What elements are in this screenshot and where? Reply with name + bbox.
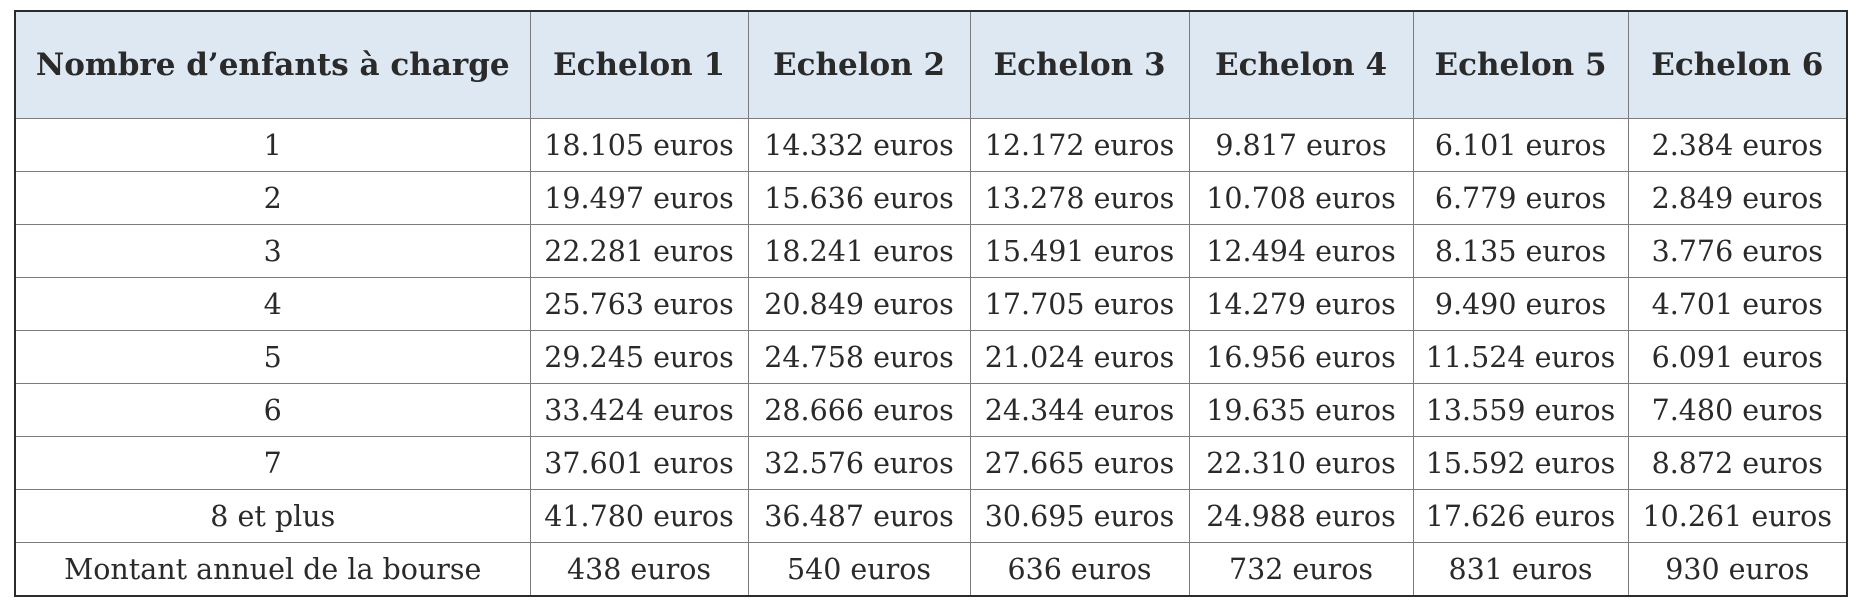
table-cell-echelon-3: 27.665 euros [969, 436, 1190, 490]
table-cell-echelon-5: 11.524 euros [1412, 330, 1629, 384]
income-ceiling-table: Nombre d’enfants à charge Echelon 1 Eche… [14, 10, 1848, 597]
table-row: 2 19.497 euros 15.636 euros 13.278 euros 10.… [14, 171, 1848, 225]
table-row: Montant annuel de la bourse 438 euros 540 … [14, 542, 1848, 597]
header-echelon-4: Echelon 4 [1188, 10, 1414, 119]
table-cell-echelon-6: 2.849 euros [1627, 171, 1848, 225]
table-cell-echelon-2: 18.241 euros [747, 224, 971, 278]
table-cell-echelon-5: 8.135 euros [1412, 224, 1629, 278]
table-cell-echelon-2: 14.332 euros [747, 118, 971, 172]
table-cell-echelon-3: 12.172 euros [969, 118, 1190, 172]
header-echelon-6: Echelon 6 [1627, 10, 1848, 119]
header-row: Nombre d’enfants à charge Echelon 1 Eche… [14, 10, 1848, 119]
table-cell-echelon-1: 41.780 euros [529, 489, 749, 543]
table-row: 4 25.763 euros 20.849 euros 17.705 euros 14.… [14, 277, 1848, 331]
row-label-cell: Montant annuel de la bourse [14, 542, 531, 597]
table-cell-echelon-2: 20.849 euros [747, 277, 971, 331]
row-label-cell: 1 [14, 118, 531, 172]
table-cell-echelon-4: 9.817 euros [1188, 118, 1414, 172]
table-cell-echelon-6: 10.261 euros [1627, 489, 1848, 543]
table-cell-echelon-2: 15.636 euros [747, 171, 971, 225]
row-label-cell: 7 [14, 436, 531, 490]
table-row: 8 et plus 41.780 euros 36.487 euros 30.695 … [14, 489, 1848, 543]
table-cell-echelon-4: 19.635 euros [1188, 383, 1414, 437]
table-cell-echelon-5: 13.559 euros [1412, 383, 1629, 437]
table-cell-echelon-1: 18.105 euros [529, 118, 749, 172]
table-cell-echelon-3: 21.024 euros [969, 330, 1190, 384]
row-label-cell: 2 [14, 171, 531, 225]
header-children-count: Nombre d’enfants à charge [14, 10, 531, 119]
table-cell-echelon-3: 13.278 euros [969, 171, 1190, 225]
table-cell-echelon-6: 4.701 euros [1627, 277, 1848, 331]
table-cell-echelon-3: 15.491 euros [969, 224, 1190, 278]
table-cell-echelon-4: 22.310 euros [1188, 436, 1414, 490]
table-cell-echelon-5: 15.592 euros [1412, 436, 1629, 490]
row-label-cell: 3 [14, 224, 531, 278]
table-cell-echelon-1: 22.281 euros [529, 224, 749, 278]
table-row: 7 37.601 euros 32.576 euros 27.665 euros 22.… [14, 436, 1848, 490]
table-cell-echelon-3: 24.344 euros [969, 383, 1190, 437]
table-cell-echelon-6: 7.480 euros [1627, 383, 1848, 437]
table-cell-echelon-2: 540 euros [747, 542, 971, 597]
table-cell-echelon-3: 17.705 euros [969, 277, 1190, 331]
table-cell-echelon-6: 930 euros [1627, 542, 1848, 597]
table-cell-echelon-1: 33.424 euros [529, 383, 749, 437]
table-cell-echelon-3: 30.695 euros [969, 489, 1190, 543]
table-cell-echelon-4: 14.279 euros [1188, 277, 1414, 331]
table-row: 6 33.424 euros 28.666 euros 24.344 euros 19.… [14, 383, 1848, 437]
table-cell-echelon-2: 32.576 euros [747, 436, 971, 490]
table-cell-echelon-4: 12.494 euros [1188, 224, 1414, 278]
table-cell-echelon-5: 9.490 euros [1412, 277, 1629, 331]
table-row: 5 29.245 euros 24.758 euros 21.024 euros 16.… [14, 330, 1848, 384]
header-echelon-3: Echelon 3 [969, 10, 1190, 119]
table-cell-echelon-5: 17.626 euros [1412, 489, 1629, 543]
header-echelon-2: Echelon 2 [747, 10, 971, 119]
table-cell-echelon-2: 28.666 euros [747, 383, 971, 437]
table-cell-echelon-4: 10.708 euros [1188, 171, 1414, 225]
table-cell-echelon-5: 831 euros [1412, 542, 1629, 597]
table-cell-echelon-6: 2.384 euros [1627, 118, 1848, 172]
row-label-cell: 4 [14, 277, 531, 331]
table-cell-echelon-1: 37.601 euros [529, 436, 749, 490]
row-label-cell: 8 et plus [14, 489, 531, 543]
table-cell-echelon-6: 8.872 euros [1627, 436, 1848, 490]
row-label-cell: 5 [14, 330, 531, 384]
table-cell-echelon-3: 636 euros [969, 542, 1190, 597]
table-cell-echelon-1: 29.245 euros [529, 330, 749, 384]
table-container: Nombre d’enfants à charge Echelon 1 Eche… [14, 10, 1848, 597]
table-cell-echelon-2: 36.487 euros [747, 489, 971, 543]
header-echelon-1: Echelon 1 [529, 10, 749, 119]
table-row: 3 22.281 euros 18.241 euros 15.491 euros 12.… [14, 224, 1848, 278]
table-cell-echelon-6: 3.776 euros [1627, 224, 1848, 278]
table-cell-echelon-1: 19.497 euros [529, 171, 749, 225]
table-cell-echelon-5: 6.779 euros [1412, 171, 1629, 225]
table-body: 1 18.105 euros 14.332 euros 12.172 euros 9.8… [14, 118, 1848, 597]
table-cell-echelon-1: 438 euros [529, 542, 749, 597]
table-cell-echelon-6: 6.091 euros [1627, 330, 1848, 384]
row-label-cell: 6 [14, 383, 531, 437]
table-cell-echelon-4: 732 euros [1188, 542, 1414, 597]
table-cell-echelon-4: 24.988 euros [1188, 489, 1414, 543]
table-cell-echelon-2: 24.758 euros [747, 330, 971, 384]
table-cell-echelon-1: 25.763 euros [529, 277, 749, 331]
table-header: Nombre d’enfants à charge Echelon 1 Eche… [14, 10, 1848, 119]
table-row: 1 18.105 euros 14.332 euros 12.172 euros 9.8… [14, 118, 1848, 172]
header-echelon-5: Echelon 5 [1412, 10, 1629, 119]
table-cell-echelon-5: 6.101 euros [1412, 118, 1629, 172]
table-cell-echelon-4: 16.956 euros [1188, 330, 1414, 384]
